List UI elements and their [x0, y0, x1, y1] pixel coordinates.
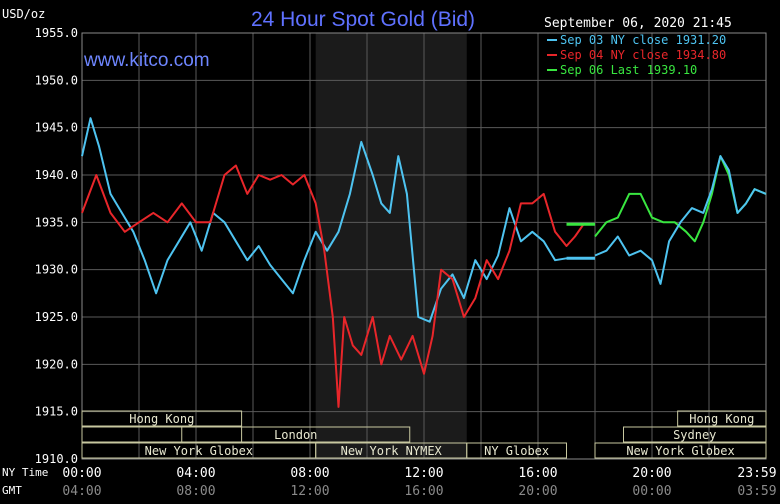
series-line — [594, 155, 767, 285]
session-label: London — [274, 428, 317, 442]
x-tick-label-gmt: 03:59 — [737, 484, 776, 499]
y-tick-label: 1945.0 — [35, 121, 78, 135]
x-axis-tick-labels: 00:00 04:00 08:00 12:00 16:00 20:00 23:59 04:00… — [62, 466, 776, 499]
y-tick-label: 1920.0 — [35, 357, 78, 371]
x-tick-label-ny: 23:59 — [737, 466, 776, 481]
y-axis-tick-labels: 1955.0 1950.0 1945.0 1940.0 1935.0 1930.0 1925… — [35, 26, 78, 466]
session-box — [181, 426, 411, 443]
chart-title: 24 Hour Spot Gold (Bid) — [251, 8, 475, 31]
y-tick-label: 1925.0 — [35, 310, 78, 324]
y-tick-label: 1940.0 — [35, 168, 78, 182]
x-tick-label-ny: 08:00 — [290, 466, 329, 481]
y-tick-label: 1950.0 — [35, 73, 78, 87]
session-label: New York NYMEX — [341, 444, 443, 458]
x-tick-label-gmt: 12:00 — [290, 484, 329, 499]
session-label: New York Globex — [626, 444, 734, 458]
session-box — [594, 442, 767, 459]
x-tick-label-gmt: 04:00 — [62, 484, 101, 499]
session-label: NY Globex — [484, 444, 549, 458]
market-sessions: Hong Kong London New York Globex New York N… — [81, 410, 767, 459]
y-axis-label: USD/oz — [2, 7, 45, 21]
kitco-watermark: www.kitco.com — [83, 50, 210, 71]
y-tick-label: 1930.0 — [35, 263, 78, 277]
session-box — [623, 426, 767, 443]
legend-item: Sep 04 NY close 1934.80 — [560, 48, 726, 62]
ny-time-row-label: NY Time — [2, 466, 48, 479]
gmt-row-label: GMT — [2, 484, 22, 497]
session-label: Sydney — [673, 428, 716, 442]
series-line — [81, 164, 595, 408]
session-box — [81, 410, 243, 427]
x-tick-label-ny: 00:00 — [62, 466, 101, 481]
x-tick-label-ny: 16:00 — [518, 466, 557, 481]
session-label: Hong Kong — [129, 412, 194, 426]
session-box — [677, 410, 767, 427]
x-tick-label-gmt: 00:00 — [632, 484, 671, 499]
legend-item: Sep 06 Last 1939.10 — [560, 63, 697, 77]
session-box — [81, 426, 243, 443]
y-tick-label: 1915.0 — [35, 405, 78, 419]
x-tick-label-gmt: 20:00 — [518, 484, 557, 499]
session-label: Hong Kong — [689, 412, 754, 426]
legend-item: Sep 03 NY close 1931.20 — [560, 33, 726, 47]
y-tick-label: 1910.0 — [35, 452, 78, 466]
y-tick-label: 1935.0 — [35, 215, 78, 229]
x-tick-label-gmt: 08:00 — [176, 484, 215, 499]
session-box — [466, 442, 567, 459]
x-tick-label-ny: 20:00 — [632, 466, 671, 481]
nymex-shaded-region — [315, 33, 467, 459]
session-label: New York Globex — [145, 444, 253, 458]
x-tick-label-gmt: 16:00 — [404, 484, 443, 499]
x-tick-label-ny: 04:00 — [176, 466, 215, 481]
plot-frame — [81, 32, 767, 460]
x-tick-label-ny: 12:00 — [404, 466, 443, 481]
timestamp: September 06, 2020 21:45 — [544, 16, 732, 31]
y-tick-label: 1955.0 — [35, 26, 78, 40]
price-series — [81, 117, 767, 408]
